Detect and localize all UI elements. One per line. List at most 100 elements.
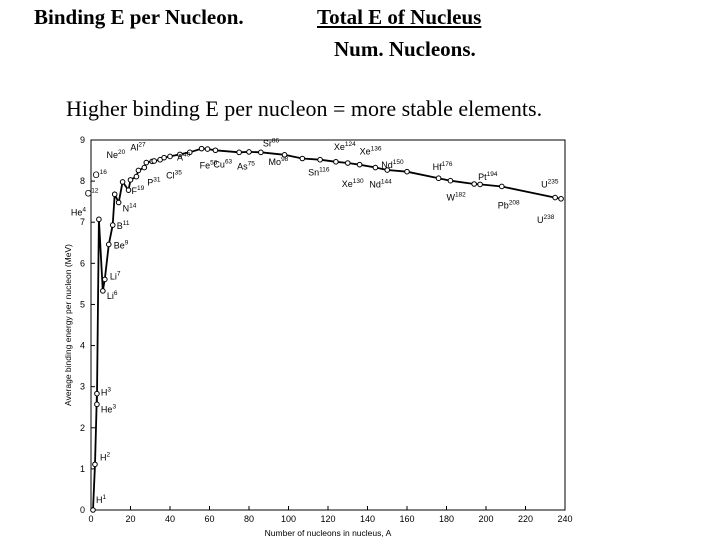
nuclide-label: Sn116 (308, 167, 330, 178)
data-point (372, 164, 379, 171)
chart-annotations: H1 H2 H3 He3 He4 Li6 Li7 Be9 B11 C12 N14 O16 F19 Ne20… (71, 137, 559, 505)
data-point (471, 181, 477, 187)
data-point (212, 147, 219, 154)
chart-series (90, 145, 564, 513)
nuclide-label: Sr86 (263, 137, 280, 148)
data-point (135, 167, 142, 174)
title-denominator: Num. Nucleons. (334, 37, 476, 61)
data-point (384, 167, 391, 173)
x-tick-label: 40 (165, 514, 175, 524)
data-point (119, 179, 126, 185)
subtitle: Higher binding E per nucleon = more stab… (66, 96, 543, 121)
data-point (435, 175, 442, 182)
data-point (236, 149, 242, 156)
data-point (499, 183, 505, 190)
nuclide-label: Pt194 (478, 171, 498, 182)
nuclide-label: H3 (101, 387, 112, 398)
data-point (115, 199, 122, 206)
data-point (477, 181, 483, 188)
nuclide-label: Nd150 (381, 159, 404, 170)
nuclide-label: He4 (71, 206, 87, 217)
nuclide-label: A40 (177, 151, 191, 162)
data-point (356, 161, 363, 168)
data-point (447, 177, 454, 184)
x-tick-label: 240 (557, 514, 572, 524)
nuclide-label: U235 (541, 179, 559, 190)
title-numerator: Total E of Nucleus (317, 5, 482, 29)
nuclide-label: Xe136 (360, 146, 382, 157)
data-point (94, 390, 100, 397)
x-tick-label: 100 (281, 514, 296, 524)
data-point (177, 151, 183, 158)
data-point (258, 149, 264, 156)
data-point (317, 156, 323, 163)
series-line (92, 147, 562, 511)
nuclide-label: Pb208 (498, 199, 520, 210)
y-tick-label: 4 (80, 341, 85, 351)
data-point (186, 149, 193, 156)
nuclide-label: Xe124 (334, 141, 356, 152)
nuclide-label: Hf176 (433, 161, 453, 172)
data-point (127, 177, 134, 183)
x-tick-label: 220 (518, 514, 533, 524)
y-tick-label: 0 (80, 505, 85, 515)
data-point (281, 152, 288, 158)
data-point (111, 191, 118, 198)
nuclide-label: Nd144 (369, 179, 392, 190)
nuclide-label: Fe56 (200, 160, 218, 171)
plot-frame (90, 139, 566, 511)
nuclide-label: Cu63 (213, 158, 232, 169)
data-point (100, 288, 106, 294)
nuclide-label: W182 (446, 192, 466, 203)
y-tick-label: 8 (80, 176, 85, 186)
nuclide-label: Li7 (110, 270, 121, 281)
data-point (105, 241, 112, 248)
nuclide-label: H1 (96, 494, 107, 505)
data-point (246, 149, 252, 155)
nuclide-label: Cl35 (166, 170, 182, 181)
nuclide-label: N14 (123, 202, 137, 213)
nuclide-label: H2 (100, 451, 111, 462)
nuclide-label: O16 (93, 169, 108, 180)
data-point (198, 145, 205, 152)
title-left: Binding E per Nucleon. (34, 5, 244, 29)
data-point (125, 187, 132, 193)
nuclide-label: Li6 (107, 290, 118, 301)
x-tick-label: 80 (244, 514, 254, 524)
data-point (299, 155, 306, 162)
nuclide-label: Ne20 (107, 149, 126, 160)
data-point (143, 159, 150, 166)
data-point (404, 168, 410, 175)
x-tick-label: 160 (399, 514, 414, 524)
data-point (167, 153, 173, 160)
data-point (344, 160, 351, 166)
nuclide-label: B11 (117, 220, 130, 231)
y-tick-label: 6 (80, 258, 85, 268)
data-point (90, 507, 96, 513)
x-tick-label: 140 (360, 514, 375, 524)
x-tick-label: 180 (439, 514, 454, 524)
data-point (133, 173, 140, 180)
data-point (552, 194, 558, 201)
nuclide-label: F19 (132, 185, 145, 196)
y-tick-label: 5 (80, 299, 85, 309)
y-tick-label: 1 (80, 464, 85, 474)
data-point (204, 146, 211, 152)
nuclide-label: Be9 (114, 239, 129, 250)
data-point (333, 158, 339, 165)
y-tick-label: 3 (80, 382, 85, 392)
data-point (102, 276, 108, 283)
y-tick-label: 7 (80, 217, 85, 227)
nuclide-label: As75 (237, 160, 255, 171)
nuclide-label: U238 (537, 214, 555, 225)
chart-axes: 0 20 40 60 80 100 120 140 160 180 200 220 240 0 1 2 3 4 5 6… (80, 135, 573, 524)
x-tick-label: 20 (125, 514, 135, 524)
nuclide-label: Mo98 (269, 156, 289, 167)
data-point (96, 216, 102, 223)
data-point (141, 164, 148, 171)
y-tick-label: 9 (80, 135, 85, 145)
data-point (558, 195, 564, 202)
nuclide-label: Xe130 (342, 178, 364, 189)
data-point (94, 401, 100, 408)
x-tick-label: 0 (88, 514, 93, 524)
